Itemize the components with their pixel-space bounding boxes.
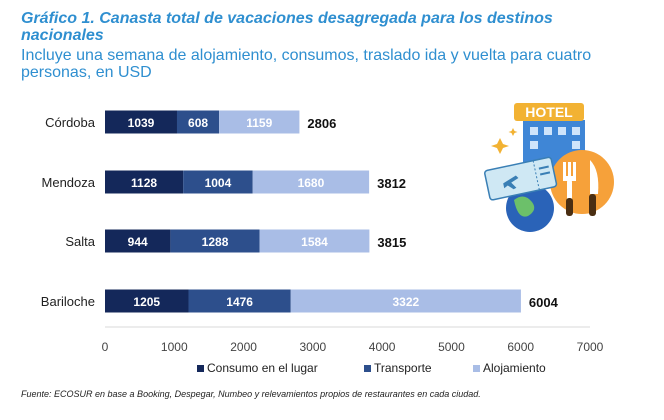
legend-label: Transporte xyxy=(374,361,432,375)
x-tick-label: 1000 xyxy=(161,340,188,354)
total-label: 3815 xyxy=(377,235,406,250)
legend-swatch xyxy=(364,365,371,372)
total-label: 3812 xyxy=(377,176,406,191)
total-label: 2806 xyxy=(307,116,336,131)
data-label: 1680 xyxy=(298,176,325,190)
category-label: Córdoba xyxy=(45,115,96,130)
x-tick-label: 0 xyxy=(102,340,109,354)
x-tick-label: 4000 xyxy=(369,340,396,354)
bar-segment xyxy=(176,110,220,134)
x-tick-label: 5000 xyxy=(438,340,465,354)
data-label: 944 xyxy=(128,235,148,249)
data-label: 1128 xyxy=(131,176,157,190)
travel-illustration-icon: HOTEL xyxy=(484,103,614,232)
data-label: 3322 xyxy=(392,295,419,309)
data-label: 608 xyxy=(188,116,208,130)
data-label: 1584 xyxy=(301,235,328,249)
x-tick-label: 2000 xyxy=(230,340,257,354)
category-label: Salta xyxy=(65,234,95,249)
chart-title: Gráfico 1. Canasta total de vacaciones d… xyxy=(21,10,553,44)
x-tick-label: 7000 xyxy=(577,340,604,354)
category-label: Mendoza xyxy=(42,175,96,190)
hotel-sign-text: HOTEL xyxy=(525,104,573,120)
legend-swatch xyxy=(473,365,480,372)
bar-segment xyxy=(105,229,171,253)
data-label: 1476 xyxy=(226,295,253,309)
total-label: 6004 xyxy=(529,295,559,310)
data-label: 1039 xyxy=(128,116,155,130)
x-tick-label: 6000 xyxy=(507,340,534,354)
bar-segment xyxy=(252,170,370,194)
source-note: Fuente: ECOSUR en base a Booking, Despeg… xyxy=(21,389,481,399)
data-label: 1159 xyxy=(246,116,272,130)
chart-subtitle: Incluye una semana de alojamiento, consu… xyxy=(21,47,592,81)
legend-label: Consumo en el lugar xyxy=(207,361,318,375)
bar-segment xyxy=(259,229,370,253)
category-label: Bariloche xyxy=(41,294,95,309)
bar-segment xyxy=(105,289,189,313)
bar-segment xyxy=(183,170,253,194)
data-label: 1205 xyxy=(133,295,160,309)
bar-segment xyxy=(188,289,291,313)
bar-segment xyxy=(219,110,300,134)
bar-segment xyxy=(170,229,260,253)
bar-segment xyxy=(105,170,184,194)
data-label: 1004 xyxy=(205,176,232,190)
legend-label: Alojamiento xyxy=(483,361,546,375)
x-tick-label: 3000 xyxy=(300,340,327,354)
data-label: 1288 xyxy=(202,235,229,249)
bar-segment xyxy=(105,110,177,134)
legend-swatch xyxy=(197,365,204,372)
bar-segment xyxy=(290,289,521,313)
